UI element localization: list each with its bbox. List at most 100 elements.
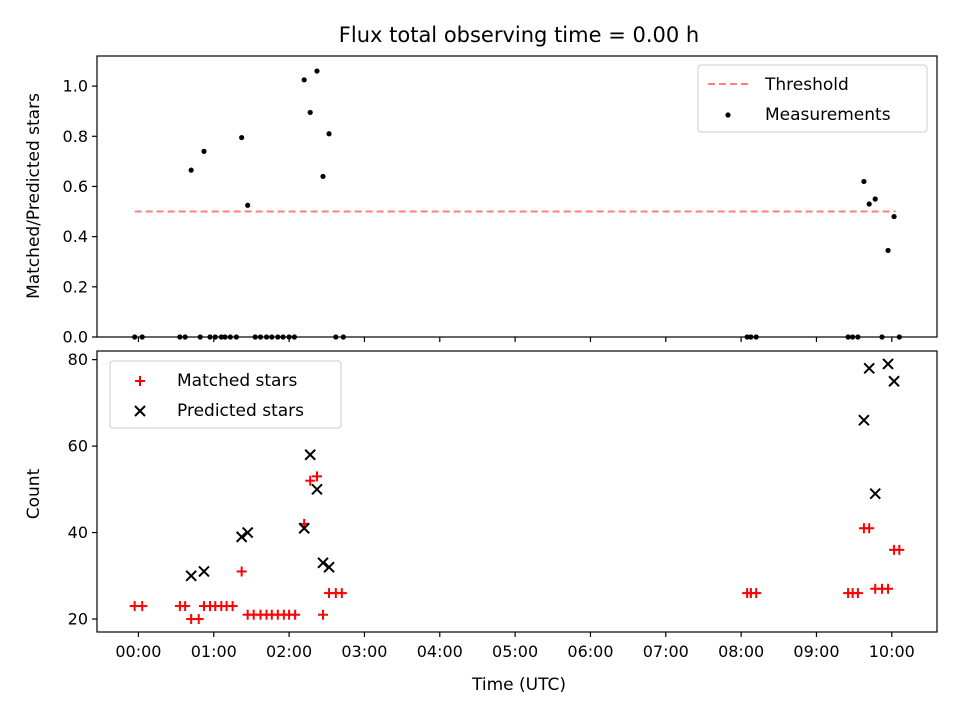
measurement-point [314, 68, 320, 74]
matched-star-point [751, 588, 762, 599]
measurement-point [201, 148, 207, 154]
predicted-star-point [858, 414, 870, 426]
measurement-point [269, 334, 275, 340]
predicted-star-point [311, 483, 323, 496]
predicted-star-point [317, 557, 329, 569]
predicted-star-point [198, 565, 210, 578]
measurement-point [218, 334, 224, 340]
x-tick-label: 05:00 [492, 642, 538, 661]
predicted-x-b [858, 414, 870, 426]
x-tick-label: 04:00 [417, 642, 463, 661]
measurement-point [212, 334, 218, 340]
bottom-y-axis-label: Count [24, 468, 44, 519]
measurement-point [252, 334, 258, 340]
predicted-star-point [185, 570, 197, 582]
measurement-point [233, 334, 239, 340]
measurement-point [301, 77, 307, 83]
predicted-x-b [235, 531, 248, 543]
x-tick-label: 02:00 [266, 642, 312, 661]
measurement-point [307, 109, 313, 116]
x-tick-label: 01:00 [191, 642, 237, 661]
matched-star-point [227, 601, 238, 612]
x-axis-label: Time (UTC) [471, 675, 566, 695]
predicted-star-point [235, 531, 248, 543]
measurement-point [753, 334, 759, 340]
chart-title: Flux total observing time = 0.00 h [339, 23, 699, 47]
predicted-star-point [869, 487, 881, 500]
predicted-x-b [317, 557, 329, 569]
predicted-x-b [882, 358, 894, 370]
bottom-legend-box [109, 360, 342, 429]
top-legend: Threshold Measurements [697, 64, 928, 133]
predicted-star-point [304, 449, 316, 461]
predicted-star-point [888, 375, 900, 387]
legend-measurements-label: Measurements [765, 105, 891, 125]
measurement-point [291, 334, 297, 340]
matched-star-point [290, 609, 301, 620]
matched-star-point [864, 523, 875, 534]
predicted-star-point [863, 362, 875, 374]
matched-star-point [852, 588, 863, 599]
measurement-point [257, 334, 264, 340]
bottom-y-tick-label: 60 [68, 437, 88, 456]
x-tick-label: 06:00 [567, 642, 613, 661]
top-y-tick-label: 0.2 [63, 277, 88, 296]
predicted-star-point [323, 561, 335, 573]
measurement-point [845, 334, 851, 340]
measurement-point [855, 334, 861, 340]
x-tick-label: 00:00 [115, 642, 161, 661]
measurement-point [850, 334, 856, 340]
top-legend-box [697, 64, 928, 133]
measurement-point [879, 334, 885, 340]
top-y-tick-label: 0.8 [63, 127, 88, 146]
measurement-point [177, 334, 183, 340]
measurement-point [891, 213, 897, 220]
matched-star-point [305, 475, 316, 486]
predicted-x-b [298, 522, 310, 534]
bottom-plot-frame [96, 350, 938, 633]
matched-star-point [236, 566, 247, 577]
matched-star-point [883, 583, 894, 594]
measurement-point [227, 334, 233, 340]
measurement-point [872, 196, 878, 202]
matched-star-point [311, 471, 322, 482]
measurement-point [197, 334, 203, 340]
x-tick-label: 07:00 [643, 642, 689, 661]
predicted-x-b [869, 487, 881, 500]
predicted-star-point [882, 358, 894, 370]
measurement-point [245, 202, 251, 208]
predicted-star-point [241, 526, 254, 539]
measurement-point [239, 134, 245, 141]
measurement-point [280, 334, 286, 340]
measurement-point [744, 334, 750, 340]
legend-predicted-swatch-b [134, 405, 146, 417]
measurement-point [333, 334, 339, 340]
top-subplot: 0.0 0.2 0.4 0.6 0.8 1.0 Threshold Measurements [63, 55, 938, 347]
matched-star-point [193, 614, 204, 625]
measurement-point [326, 131, 332, 137]
predicted-x-b [241, 526, 254, 539]
x-tick-label: 09:00 [793, 642, 839, 661]
measurement-point [182, 334, 188, 340]
x-tick-label: 03:00 [341, 642, 387, 661]
top-y-tick-label: 0.6 [63, 177, 88, 196]
bottom-y-tick-label: 80 [68, 350, 88, 369]
predicted-star-point [298, 522, 310, 534]
matched-star-point [318, 609, 329, 620]
bottom-subplot: 20 40 60 80 00:00 01:00 02:00 03:00 04:00 05:00 06… [68, 350, 938, 661]
measurement-point [263, 334, 270, 340]
x-tick-label: 10:00 [869, 642, 915, 661]
measurement-point [132, 334, 138, 340]
measurement-point [748, 334, 754, 340]
matched-star-point [180, 601, 191, 612]
predicted-x-b [198, 565, 210, 578]
x-tick-label: 08:00 [718, 642, 764, 661]
measurement-point [139, 334, 145, 340]
top-y-tick-label: 1.0 [63, 77, 88, 96]
measurement-point [188, 167, 194, 173]
measurement-point [222, 334, 228, 340]
measurement-point [866, 201, 872, 207]
matched-star-point [336, 588, 347, 599]
legend-predicted-label: Predicted stars [177, 401, 304, 421]
